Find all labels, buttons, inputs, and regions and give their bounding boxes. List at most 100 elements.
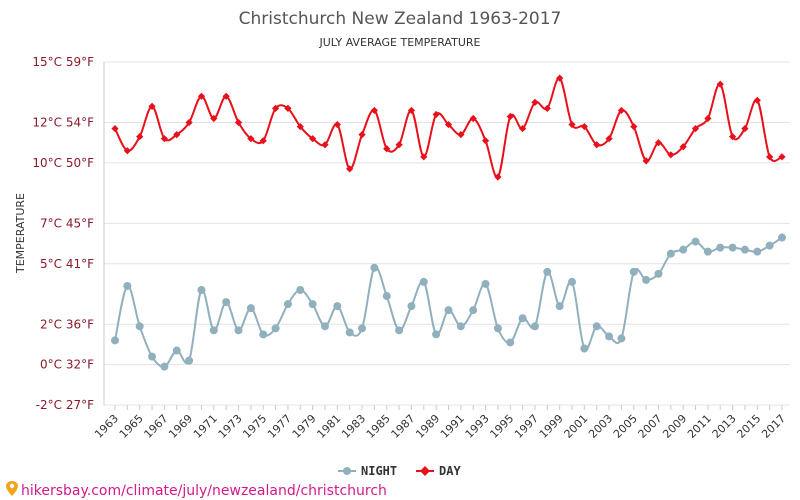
data-point-night[interactable]: [382, 292, 391, 301]
data-point-night[interactable]: [543, 267, 552, 276]
data-point-day[interactable]: [593, 141, 601, 149]
data-point-day[interactable]: [469, 114, 477, 123]
data-point-day[interactable]: [704, 114, 712, 123]
data-point-day[interactable]: [148, 102, 156, 110]
data-point-night[interactable]: [469, 306, 478, 315]
data-point-day[interactable]: [667, 151, 675, 159]
data-point-day[interactable]: [630, 122, 638, 131]
data-point-night[interactable]: [605, 332, 614, 341]
data-point-day[interactable]: [766, 153, 774, 161]
data-point-day[interactable]: [617, 106, 626, 115]
data-point-night[interactable]: [580, 344, 589, 353]
data-point-night[interactable]: [320, 322, 329, 331]
data-point-night[interactable]: [568, 277, 577, 286]
data-point-night[interactable]: [679, 245, 688, 254]
data-point-day[interactable]: [457, 131, 465, 139]
data-point-day[interactable]: [222, 92, 230, 100]
data-point-day[interactable]: [395, 141, 403, 149]
data-point-day[interactable]: [778, 153, 786, 161]
data-point-day[interactable]: [691, 124, 700, 133]
data-point-day[interactable]: [556, 74, 564, 82]
data-point-night[interactable]: [296, 285, 305, 294]
data-point-day[interactable]: [494, 173, 502, 181]
data-point-day[interactable]: [259, 137, 267, 145]
data-point-night[interactable]: [716, 243, 725, 252]
data-point-night[interactable]: [185, 356, 194, 365]
data-point-day[interactable]: [197, 92, 206, 100]
data-point-night[interactable]: [259, 330, 268, 339]
data-point-night[interactable]: [444, 306, 453, 315]
data-point-night[interactable]: [530, 322, 539, 331]
data-point-day[interactable]: [716, 80, 724, 88]
data-point-night[interactable]: [456, 322, 465, 331]
data-point-night[interactable]: [518, 314, 527, 323]
data-point-day[interactable]: [321, 141, 329, 149]
data-point-day[interactable]: [136, 133, 144, 141]
source-link[interactable]: hikersbay.com/climate/july/newzealand/ch…: [6, 481, 387, 499]
data-point-day[interactable]: [654, 139, 663, 147]
data-point-day[interactable]: [160, 135, 169, 143]
data-point-night[interactable]: [370, 263, 379, 272]
data-point-day[interactable]: [333, 120, 341, 129]
data-point-night[interactable]: [419, 277, 428, 286]
data-point-day[interactable]: [173, 131, 181, 139]
data-point-night[interactable]: [111, 336, 119, 345]
data-point-night[interactable]: [234, 326, 243, 335]
data-point-night[interactable]: [123, 281, 132, 290]
data-point-night[interactable]: [148, 352, 157, 361]
data-point-day[interactable]: [210, 114, 218, 123]
data-point-night[interactable]: [172, 346, 181, 355]
data-point-night[interactable]: [481, 279, 490, 288]
data-point-night[interactable]: [765, 241, 774, 250]
data-point-day[interactable]: [543, 104, 551, 113]
data-point-day[interactable]: [753, 96, 761, 104]
data-point-night[interactable]: [135, 322, 144, 331]
data-point-day[interactable]: [296, 122, 304, 131]
data-point-day[interactable]: [284, 104, 292, 113]
data-point-night[interactable]: [246, 304, 255, 313]
legend-night[interactable]: NIGHT: [338, 464, 397, 478]
data-point-night[interactable]: [283, 300, 292, 309]
data-point-day[interactable]: [580, 122, 588, 131]
data-point-day[interactable]: [568, 120, 576, 129]
legend-day[interactable]: DAY: [416, 464, 461, 478]
data-point-day[interactable]: [605, 135, 613, 143]
data-point-day[interactable]: [111, 124, 119, 133]
data-point-day[interactable]: [519, 124, 527, 133]
data-point-night[interactable]: [703, 247, 712, 256]
data-point-day[interactable]: [383, 145, 391, 153]
data-point-day[interactable]: [407, 106, 416, 115]
data-point-day[interactable]: [271, 104, 280, 113]
data-point-day[interactable]: [506, 112, 514, 121]
data-point-night[interactable]: [555, 302, 564, 311]
data-point-day[interactable]: [346, 165, 354, 173]
data-point-night[interactable]: [333, 302, 342, 311]
data-point-day[interactable]: [358, 131, 366, 139]
data-point-day[interactable]: [531, 98, 539, 106]
data-point-day[interactable]: [728, 133, 737, 141]
data-point-day[interactable]: [642, 157, 650, 165]
data-point-night[interactable]: [728, 243, 737, 252]
data-point-day[interactable]: [444, 120, 453, 129]
data-point-night[interactable]: [407, 302, 416, 311]
data-point-day[interactable]: [481, 137, 490, 145]
data-point-night[interactable]: [666, 249, 675, 258]
data-point-night[interactable]: [617, 334, 626, 343]
data-point-day[interactable]: [185, 118, 193, 127]
data-point-night[interactable]: [160, 362, 169, 371]
data-point-night[interactable]: [345, 328, 354, 337]
data-point-day[interactable]: [247, 135, 255, 143]
data-point-day[interactable]: [309, 135, 317, 143]
data-point-night[interactable]: [592, 322, 601, 331]
legend[interactable]: NIGHT DAY: [338, 464, 461, 478]
data-point-night[interactable]: [753, 247, 762, 256]
data-point-night[interactable]: [432, 330, 441, 339]
data-point-night[interactable]: [740, 245, 749, 254]
data-point-day[interactable]: [234, 118, 243, 127]
data-point-night[interactable]: [271, 324, 280, 333]
source-text[interactable]: hikersbay.com/climate/july/newzealand/ch…: [21, 483, 387, 499]
data-point-night[interactable]: [358, 324, 367, 333]
data-point-night[interactable]: [629, 267, 638, 276]
data-point-night[interactable]: [642, 275, 651, 284]
data-point-day[interactable]: [432, 110, 440, 119]
